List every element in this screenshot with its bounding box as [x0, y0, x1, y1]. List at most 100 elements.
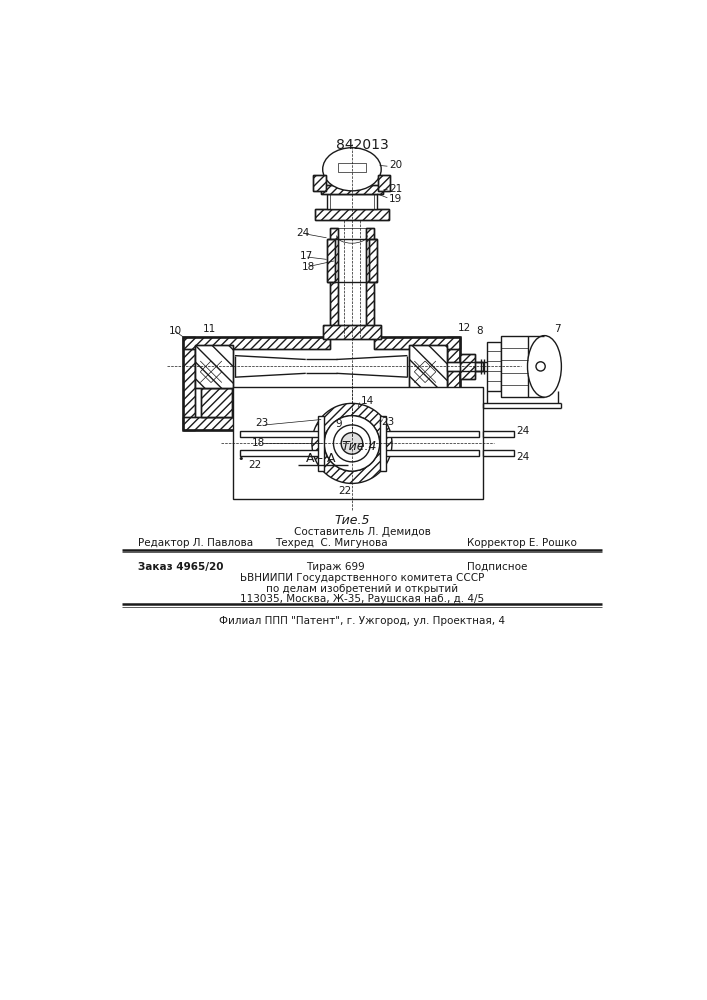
Text: Филиал ППП "Патент", г. Ужгород, ул. Проектная, 4: Филиал ППП "Патент", г. Ужгород, ул. Про… — [219, 616, 505, 626]
Bar — [380, 431, 479, 437]
Bar — [327, 239, 335, 282]
Bar — [330, 228, 338, 337]
Wedge shape — [312, 403, 392, 483]
Bar — [195, 345, 233, 388]
Bar — [380, 450, 479, 456]
Text: 113035, Москва, Ж-35, Раушская наб., д. 4/5: 113035, Москва, Ж-35, Раушская наб., д. … — [240, 594, 484, 604]
Bar — [182, 337, 330, 349]
Text: 19: 19 — [389, 194, 402, 204]
Text: 842013: 842013 — [336, 138, 388, 152]
Bar — [338, 228, 366, 333]
Bar — [411, 388, 441, 417]
Bar — [378, 175, 390, 191]
Text: 18: 18 — [252, 438, 265, 448]
Bar — [409, 345, 448, 388]
Text: Заказ 4965/20: Заказ 4965/20 — [138, 562, 223, 572]
Text: Τие.4: Τие.4 — [342, 440, 378, 453]
Bar — [321, 185, 382, 194]
Bar — [369, 239, 377, 282]
Bar — [448, 362, 483, 371]
Bar — [201, 388, 232, 417]
Text: 7: 7 — [554, 324, 561, 334]
Bar — [182, 417, 460, 430]
Text: 17: 17 — [300, 251, 312, 261]
Bar — [338, 396, 366, 413]
Text: Подписное: Подписное — [467, 562, 528, 572]
Text: 10: 10 — [169, 326, 182, 336]
Text: A - A: A - A — [306, 452, 336, 465]
Circle shape — [341, 433, 363, 454]
Bar — [182, 337, 330, 349]
Text: 22: 22 — [338, 486, 351, 496]
Text: 9: 9 — [336, 419, 342, 429]
Circle shape — [334, 425, 370, 462]
Text: 14: 14 — [361, 396, 375, 406]
Bar — [322, 325, 381, 339]
Bar — [315, 209, 389, 220]
Text: по делам изобретений и открытий: по делам изобретений и открытий — [266, 584, 458, 594]
Bar — [373, 337, 460, 349]
Bar — [318, 416, 325, 471]
Bar — [321, 185, 382, 194]
Circle shape — [325, 416, 380, 471]
Text: 22: 22 — [248, 460, 262, 470]
Text: Техред  С. Мигунова: Техред С. Мигунова — [275, 538, 387, 548]
Text: 24: 24 — [517, 426, 530, 436]
Bar — [313, 175, 326, 191]
Text: 24: 24 — [296, 228, 310, 238]
Bar — [240, 431, 325, 437]
Bar — [233, 387, 483, 499]
Bar — [366, 228, 373, 337]
Text: •: • — [237, 454, 243, 464]
Bar — [380, 416, 386, 471]
Bar — [409, 345, 448, 388]
Text: 23: 23 — [256, 418, 269, 428]
Ellipse shape — [322, 148, 381, 191]
Circle shape — [536, 362, 545, 371]
Bar — [182, 337, 195, 430]
Text: ЬВНИИПИ Государственного комитета СССР: ЬВНИИПИ Государственного комитета СССР — [240, 573, 484, 583]
Bar — [369, 239, 377, 282]
Bar — [327, 239, 335, 282]
Ellipse shape — [527, 336, 561, 397]
Bar — [315, 209, 389, 220]
Bar — [195, 345, 233, 388]
Bar — [448, 337, 460, 430]
Bar — [373, 337, 460, 349]
Text: Тираж 699: Тираж 699 — [305, 562, 365, 572]
Text: Редактор Л. Павлова: Редактор Л. Павлова — [138, 538, 253, 548]
Text: 8: 8 — [477, 326, 484, 336]
Bar — [182, 337, 460, 430]
Text: 20: 20 — [389, 160, 402, 170]
Text: Корректор Е. Рошко: Корректор Е. Рошко — [467, 538, 578, 548]
Bar — [483, 431, 514, 437]
Bar — [313, 175, 326, 191]
Bar — [338, 163, 366, 172]
Bar — [322, 325, 381, 339]
Bar — [240, 450, 325, 456]
Text: 12: 12 — [458, 323, 472, 333]
Bar — [330, 228, 338, 337]
Bar — [182, 417, 460, 430]
Text: Τие.5: Τие.5 — [334, 514, 370, 527]
Text: 24: 24 — [517, 452, 530, 462]
Text: Составитель Л. Демидов: Составитель Л. Демидов — [293, 527, 431, 537]
Bar — [366, 228, 373, 337]
Text: 18: 18 — [302, 262, 315, 272]
Bar — [378, 175, 390, 191]
Bar — [411, 388, 441, 417]
Bar — [327, 194, 378, 209]
Bar — [448, 337, 460, 430]
Text: 11: 11 — [203, 324, 216, 334]
Text: 21: 21 — [389, 184, 402, 194]
Bar — [332, 390, 372, 417]
Bar — [486, 342, 501, 391]
Bar — [460, 354, 475, 379]
Bar — [330, 194, 373, 209]
Bar — [460, 354, 475, 379]
Text: 23: 23 — [381, 417, 395, 427]
Bar — [201, 388, 232, 417]
Bar — [483, 450, 514, 456]
Bar — [501, 336, 527, 397]
Bar — [332, 390, 372, 417]
